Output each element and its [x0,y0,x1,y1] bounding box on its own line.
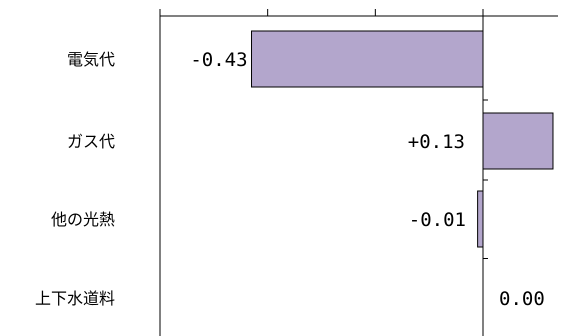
bar [251,30,484,88]
chart-bars [251,30,554,248]
data-label: +0.13 [408,131,465,153]
chart-labels: 電気代 -0.43 ガス代 +0.13 他の光熱 -0.01 上下水道料 0.00 [35,49,545,310]
data-label: -0.01 [409,209,466,231]
bar [477,190,484,248]
category-label: 上下水道料 [35,289,115,308]
category-label: 他の光熱 [51,210,115,229]
category-label: 電気代 [67,50,115,69]
bar [482,112,554,170]
data-label: 0.00 [499,288,545,310]
data-label: -0.43 [190,49,247,71]
category-label: ガス代 [67,132,115,151]
